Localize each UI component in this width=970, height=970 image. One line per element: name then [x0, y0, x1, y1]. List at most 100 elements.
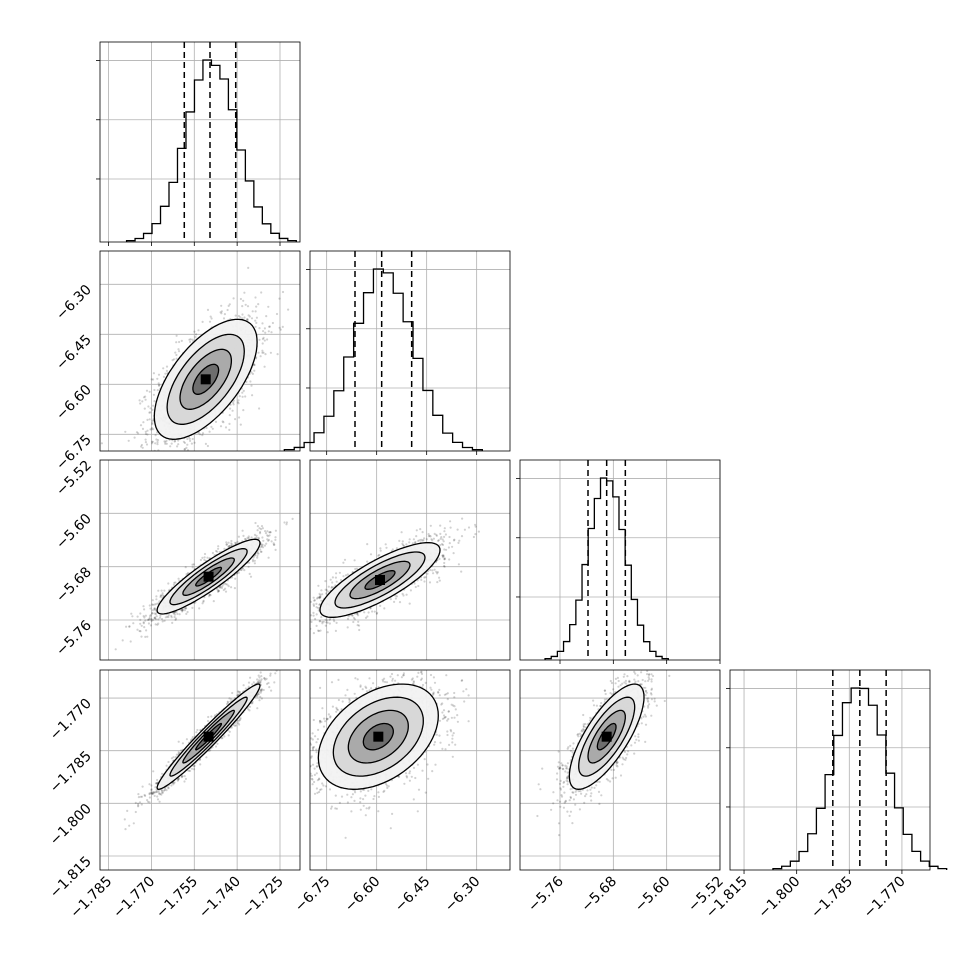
- scatter-point: [142, 615, 145, 618]
- scatter-point: [241, 567, 244, 570]
- scatter-point: [203, 558, 206, 562]
- scatter-point: [152, 404, 155, 407]
- scatter-point: [274, 529, 277, 532]
- histogram-panel: [516, 459, 721, 664]
- scatter-point: [144, 635, 147, 639]
- scatter-point: [142, 605, 145, 608]
- scatter-point: [419, 528, 422, 531]
- scatter-point: [258, 338, 261, 341]
- panel-frame: [519, 459, 721, 661]
- scatter-point: [155, 595, 158, 598]
- scatter-point: [139, 630, 142, 633]
- scatter-point: [154, 623, 157, 626]
- scatter-point: [261, 351, 264, 354]
- scatter-point: [160, 594, 163, 597]
- scatter-point: [155, 598, 158, 601]
- scatter-point: [261, 546, 265, 549]
- scatter-point: [236, 401, 239, 404]
- scatter-point: [243, 569, 246, 572]
- scatter-point: [157, 373, 161, 376]
- scatter-point: [210, 425, 213, 428]
- scatter-point: [447, 546, 450, 549]
- scatter-point: [253, 533, 257, 537]
- scatter-point: [271, 321, 274, 325]
- scatter-point: [209, 594, 212, 597]
- scatter-point: [238, 395, 241, 398]
- scatter-point: [259, 545, 263, 549]
- scatter-point: [260, 525, 264, 528]
- scatter-point: [353, 618, 356, 621]
- scatter-point: [162, 375, 166, 378]
- scatter-point: [251, 560, 255, 563]
- panel-frame: [99, 459, 301, 661]
- scatter-point: [259, 532, 262, 535]
- histogram-step: [283, 268, 483, 451]
- scatter-point: [154, 616, 157, 619]
- scatter-point: [317, 629, 321, 633]
- scatter-point: [263, 327, 266, 330]
- scatter-point: [429, 568, 432, 572]
- scatter-point: [160, 451, 162, 453]
- scatter-point: [452, 539, 456, 542]
- scatter-point: [208, 595, 211, 598]
- scatter-point: [324, 580, 327, 583]
- scatter-point: [186, 571, 190, 575]
- scatter-point: [197, 431, 200, 435]
- scatter-point: [245, 380, 248, 383]
- scatter-point: [173, 440, 176, 443]
- scatter-point: [318, 603, 321, 606]
- scatter-point: [151, 612, 154, 615]
- scatter-point: [408, 538, 411, 541]
- scatter-point: [255, 305, 258, 308]
- scatter-point: [193, 330, 196, 333]
- scatter-point: [174, 617, 178, 620]
- scatter-point: [194, 335, 197, 339]
- scatter-point: [402, 544, 405, 548]
- scatter-point: [171, 621, 174, 625]
- scatter-point: [254, 521, 257, 525]
- scatter-point: [258, 527, 261, 530]
- scatter-point: [272, 542, 275, 545]
- scatter-point: [149, 615, 152, 618]
- scatter-point: [183, 448, 186, 451]
- scatter-point: [291, 631, 293, 633]
- scatter-point: [197, 329, 200, 332]
- scatter-point: [254, 296, 257, 299]
- scatter-point: [243, 537, 247, 541]
- scatter-point: [151, 423, 154, 426]
- scatter-point: [129, 477, 131, 479]
- scatter-point: [160, 589, 163, 592]
- scatter-point: [257, 303, 260, 306]
- scatter-point: [142, 421, 145, 424]
- scatter-point: [161, 620, 164, 623]
- scatter-point: [201, 602, 204, 605]
- scatter-point: [206, 308, 210, 311]
- scatter-point: [154, 609, 157, 612]
- scatter-point: [234, 577, 237, 580]
- scatter-point: [193, 441, 196, 444]
- scatter-point: [180, 608, 184, 611]
- scatter-point: [230, 542, 233, 545]
- scatter-point: [266, 538, 269, 541]
- scatter-point: [260, 543, 263, 546]
- scatter-point: [439, 544, 442, 547]
- scatter-point: [202, 599, 205, 602]
- scatter-point: [144, 614, 147, 617]
- scatter-point: [157, 384, 161, 387]
- scatter-point: [181, 609, 184, 612]
- scatter-point: [177, 348, 180, 351]
- scatter-point: [175, 334, 178, 337]
- scatter-point: [255, 316, 258, 319]
- scatter-point: [151, 440, 154, 443]
- scatter-point: [172, 583, 175, 586]
- scatter-point: [243, 291, 246, 294]
- scatter-point: [146, 618, 149, 622]
- scatter-point: [219, 425, 223, 428]
- scatter-point: [185, 573, 188, 576]
- scatter-point: [241, 395, 244, 398]
- scatter-point: [274, 548, 277, 552]
- scatter-point: [256, 525, 259, 528]
- scatter-point: [260, 550, 263, 553]
- scatter-point: [230, 539, 233, 543]
- scatter-point: [206, 556, 209, 559]
